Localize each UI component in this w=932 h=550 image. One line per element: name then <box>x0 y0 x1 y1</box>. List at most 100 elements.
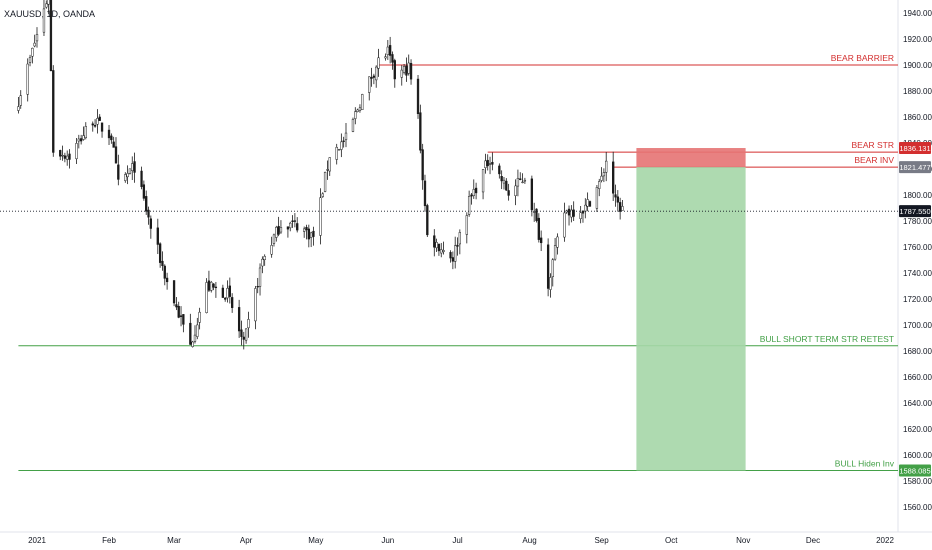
candle <box>133 152 136 183</box>
candle <box>519 172 522 181</box>
candle <box>256 277 259 294</box>
level-price-badge: 1836.131 <box>899 142 931 155</box>
price-tick-label: 1660.000 <box>903 373 932 382</box>
candle <box>172 280 176 307</box>
candle <box>344 123 348 148</box>
price-tick-label: 1880.000 <box>903 87 932 96</box>
svg-text:1821.477: 1821.477 <box>899 163 930 172</box>
candle <box>449 250 452 263</box>
candle <box>196 317 199 340</box>
candle <box>59 149 62 161</box>
candle <box>193 325 197 344</box>
candle <box>191 340 194 348</box>
candle <box>484 153 487 174</box>
candle <box>126 165 129 185</box>
candle <box>321 192 324 198</box>
candle <box>467 190 471 217</box>
candle <box>451 251 455 270</box>
candle <box>621 200 624 211</box>
candle <box>388 36 392 64</box>
candle <box>142 180 146 201</box>
candle <box>149 215 152 239</box>
time-tick-label: Apr <box>240 536 253 545</box>
candle <box>261 256 264 274</box>
time-tick-label: Mar <box>167 536 181 545</box>
candle <box>270 236 273 258</box>
level-label: BEAR BARRIER <box>831 53 894 63</box>
horizontal-levels: BEAR BARRIER BEAR STR BEAR INV BULL SHORT T… <box>18 53 898 471</box>
candle <box>212 283 215 291</box>
candle <box>31 47 34 64</box>
candle <box>370 67 373 87</box>
candle <box>63 152 67 163</box>
candle <box>112 136 115 148</box>
candle <box>442 241 445 255</box>
short-position-tool[interactable] <box>636 148 746 471</box>
candle <box>91 121 94 132</box>
candle <box>145 190 148 215</box>
candle <box>567 205 571 226</box>
candle <box>516 169 520 197</box>
candle <box>361 93 364 110</box>
candle <box>42 0 46 37</box>
candle <box>289 221 292 232</box>
candle <box>402 63 406 75</box>
price-badges: 1787.550 1836.131 1821.477 1588.085 <box>899 142 931 477</box>
candle <box>581 210 585 223</box>
candle <box>342 136 345 148</box>
candle <box>502 176 506 190</box>
candle <box>523 177 527 184</box>
candle <box>616 190 619 212</box>
reward-zone[interactable] <box>636 167 746 471</box>
time-tick-label: Sep <box>594 536 609 545</box>
candle <box>231 293 234 313</box>
candle <box>293 213 297 228</box>
candle <box>600 167 603 183</box>
time-tick-label: Aug <box>522 536 536 545</box>
candle <box>368 76 371 101</box>
candle <box>128 168 132 175</box>
time-axis[interactable]: 2021 Feb Mar Apr May Jun Jul Aug Sep Oct Nov Dec 202… <box>0 531 932 545</box>
candle <box>358 104 362 113</box>
candle <box>124 172 127 183</box>
candle <box>47 0 50 14</box>
current-price-badge: 1787.550 <box>899 205 931 218</box>
candle <box>114 137 118 164</box>
candle <box>182 314 185 333</box>
candle <box>205 278 208 314</box>
time-tick-label: Jun <box>381 536 394 545</box>
candle <box>393 58 396 88</box>
price-tick-label: 1780.000 <box>903 217 932 226</box>
candle <box>49 0 53 72</box>
candle <box>303 226 306 238</box>
price-tick-label: 1680.000 <box>903 347 932 356</box>
candle <box>61 145 64 161</box>
level-label: BULL Hiden Inv <box>835 458 895 468</box>
candle <box>226 280 229 303</box>
candle <box>272 233 276 247</box>
candle <box>254 285 257 330</box>
candle <box>307 224 310 248</box>
price-tick-label: 1580.000 <box>903 477 932 486</box>
candle <box>224 297 227 302</box>
candle <box>175 297 178 311</box>
candle <box>530 175 534 217</box>
candle <box>221 284 225 298</box>
candle <box>565 209 568 214</box>
candle <box>214 281 218 298</box>
risk-zone[interactable] <box>636 148 746 168</box>
candle <box>356 108 359 113</box>
price-tick-label: 1760.000 <box>903 243 932 252</box>
candle <box>507 183 510 201</box>
candle <box>156 218 159 255</box>
candle <box>277 216 280 237</box>
price-axis[interactable]: 1940.000 1920.000 1900.000 1880.000 1860.000… <box>897 0 932 532</box>
candle <box>521 173 524 184</box>
candle <box>598 178 601 197</box>
candle <box>158 242 162 268</box>
candle <box>189 313 192 345</box>
candle <box>549 273 552 298</box>
price-tick-label: 1620.000 <box>903 425 932 434</box>
candle <box>275 225 278 242</box>
